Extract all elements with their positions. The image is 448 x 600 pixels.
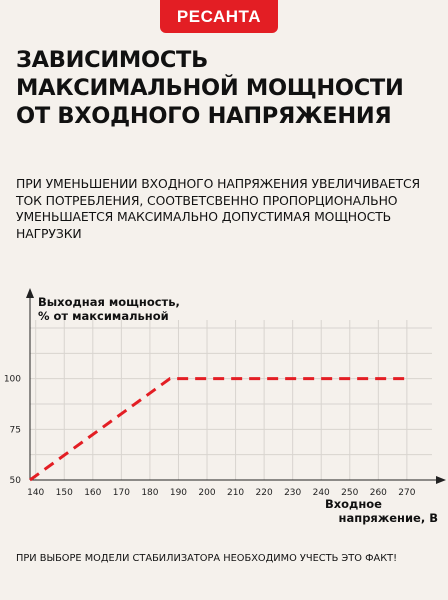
x-tick-label: 240 [313, 488, 330, 498]
x-tick-label: 200 [198, 488, 215, 498]
x-tick-label: 210 [227, 488, 244, 498]
x-tick-label: 180 [141, 488, 158, 498]
chart-axes [26, 288, 446, 484]
y-tick-label: 75 [10, 425, 21, 435]
y-axis-label: Выходная мощность, % от максимальной [38, 295, 184, 323]
x-tick-label: 170 [113, 488, 130, 498]
x-axis-label: Входное напряжение, В [325, 497, 438, 525]
x-axis-label-line1: Входное [325, 497, 382, 511]
x-axis-arrow-icon [436, 476, 446, 484]
x-tick-label: 160 [84, 488, 101, 498]
y-tick-label: 50 [10, 476, 22, 486]
series-line [29, 377, 407, 482]
x-tick-label: 270 [398, 488, 415, 498]
footer-note: При выборе модели стабилизатора необходи… [16, 553, 398, 564]
page-subtitle: При уменьшении входного напряжения увели… [16, 176, 421, 241]
y-axis-arrow-icon [26, 288, 34, 298]
brand-logo: РЕСАНТА [160, 0, 278, 33]
x-tick-label: 260 [370, 488, 387, 498]
y-tick-label: 100 [4, 375, 21, 385]
power-voltage-chart: 140 150 160 170 180 190 200 210 220 230 240 250 260 2… [4, 288, 446, 525]
x-tick-label: 140 [27, 488, 44, 498]
page-title: Зависимость максимальной мощности от вхо… [16, 47, 404, 129]
x-tick-label: 230 [284, 488, 301, 498]
x-axis-label-line2: напряжение, В [339, 511, 438, 525]
x-tick-label: 190 [170, 488, 187, 498]
x-tick-label: 250 [341, 488, 358, 498]
y-axis-label-line2: % от максимальной [38, 309, 169, 323]
chart-tick-labels: 140 150 160 170 180 190 200 210 220 230 240 250 260 2… [4, 375, 416, 498]
x-tick-label: 150 [56, 488, 73, 498]
chart-grid [30, 320, 432, 480]
chart-series [29, 377, 407, 482]
x-tick-label: 220 [256, 488, 273, 498]
y-axis-label-line1: Выходная мощность, [38, 295, 180, 309]
